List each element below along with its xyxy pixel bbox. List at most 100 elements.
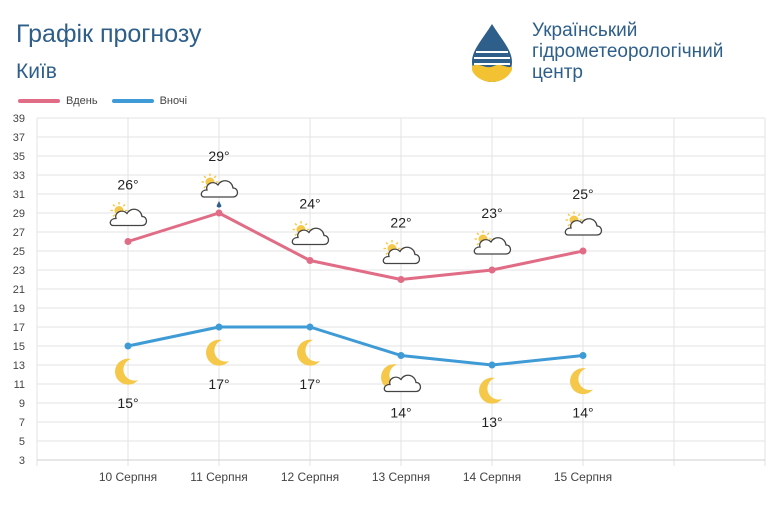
sun-ray: [385, 252, 389, 256]
rain-drop: [216, 201, 222, 208]
chart-title: Графік прогнозу: [16, 20, 202, 48]
data-label-night: 13°: [481, 414, 502, 430]
sun-ray: [476, 232, 480, 236]
sun-ray: [203, 175, 207, 179]
y-tick-label: 5: [19, 436, 25, 448]
sun-ray: [294, 222, 298, 226]
y-tick-label: 25: [13, 246, 25, 258]
y-tick-label: 29: [13, 208, 25, 220]
y-tick-label: 3: [19, 455, 25, 467]
x-tick-label: 12 Серпня: [281, 470, 339, 484]
city-name: Київ: [16, 60, 57, 83]
x-tick-label: 15 Серпня: [554, 470, 612, 484]
data-point-day: [124, 238, 132, 245]
moon-icon: [479, 377, 502, 404]
org-line-2: гідрометеорологічний: [532, 41, 724, 62]
data-point-day: [397, 276, 405, 283]
data-label-night: 14°: [572, 405, 593, 421]
data-label-day: 26°: [117, 177, 138, 193]
data-label-night: 17°: [299, 376, 320, 392]
y-tick-label: 19: [13, 303, 25, 315]
y-tick-label: 31: [13, 189, 25, 201]
sun-ray: [486, 232, 490, 236]
cloud-shape: [564, 218, 603, 236]
y-tick-label: 33: [13, 170, 25, 182]
data-label-day: 22°: [390, 215, 411, 231]
y-tick-label: 7: [19, 417, 25, 429]
cloudy-night-icon: [381, 364, 422, 393]
y-tick-label: 9: [19, 398, 25, 410]
sun-ray: [203, 185, 207, 189]
x-tick-label: 10 Серпня: [99, 470, 157, 484]
sun-ray: [112, 214, 116, 218]
legend-label-day: Вдень: [66, 95, 98, 107]
data-label-day: 25°: [572, 186, 593, 202]
y-tick-label: 17: [13, 322, 25, 334]
cloud-rain-sun-icon: [200, 173, 239, 208]
sun-ray: [122, 203, 126, 207]
data-label-day: 23°: [481, 205, 502, 221]
sun-ray: [294, 233, 298, 237]
chart-legend: Вдень Вночі: [18, 95, 187, 107]
moon-shape: [381, 364, 404, 391]
moon-shape: [479, 377, 502, 404]
moon-icon: [206, 339, 229, 366]
data-point-night: [579, 352, 587, 359]
data-point-day: [488, 266, 496, 274]
sun-ray: [213, 175, 217, 179]
y-tick-label: 35: [13, 151, 25, 163]
x-tick-label: 14 Серпня: [463, 470, 521, 484]
data-label-day: 24°: [299, 196, 320, 212]
data-point-night: [215, 323, 223, 331]
sun-ray: [567, 213, 571, 217]
data-point-night: [397, 352, 405, 359]
data-point-day: [306, 257, 314, 264]
moon-shape: [206, 339, 229, 366]
cloud-shape: [382, 246, 421, 265]
legend-swatch-day: [18, 99, 60, 103]
partly-cloudy-icon: [564, 211, 603, 236]
cloud-shape: [200, 180, 239, 198]
y-tick-label: 23: [13, 265, 25, 277]
cloud-shape: [383, 374, 422, 393]
sun-ray: [304, 222, 308, 226]
data-point-night: [124, 342, 132, 350]
y-tick-label: 13: [13, 360, 25, 372]
y-tick-label: 21: [13, 284, 25, 296]
data-point-night: [488, 361, 496, 369]
legend-label-night: Вночі: [159, 95, 188, 107]
y-tick-label: 11: [14, 379, 25, 391]
sun-ray: [112, 203, 116, 207]
org-line-1: Український: [532, 20, 638, 41]
partly-cloudy-icon: [291, 221, 330, 246]
partly-cloudy-icon: [382, 240, 421, 265]
y-tick-label: 37: [13, 132, 25, 144]
data-point-day: [215, 209, 223, 217]
series-line-night: [127, 325, 584, 367]
data-label-night: 14°: [390, 405, 411, 421]
moon-shape: [570, 368, 593, 395]
y-tick-label: 15: [13, 341, 25, 353]
sun-ray: [385, 241, 389, 245]
cloud-shape: [473, 237, 512, 255]
moon-shape: [297, 339, 320, 366]
data-label-night: 15°: [117, 395, 138, 411]
organization-name: Український гідрометеорологічний центр: [532, 20, 772, 83]
data-point-night: [306, 323, 314, 331]
legend-item-night[interactable]: Вночі: [111, 95, 188, 107]
partly-cloudy-icon: [109, 202, 148, 227]
series-line-day: [127, 211, 584, 281]
uhmc-logo-icon: [472, 24, 512, 82]
sun-ray: [476, 242, 480, 246]
data-label-day: 29°: [208, 148, 229, 164]
partly-cloudy-icon: [473, 230, 512, 255]
sun-ray: [567, 223, 571, 227]
legend-swatch-night: [111, 99, 154, 103]
y-tick-label: 39: [13, 113, 25, 125]
data-label-night: 17°: [208, 376, 229, 392]
legend-item-day[interactable]: Вдень: [18, 95, 98, 107]
moon-shape: [115, 358, 138, 385]
moon-icon: [115, 358, 138, 385]
